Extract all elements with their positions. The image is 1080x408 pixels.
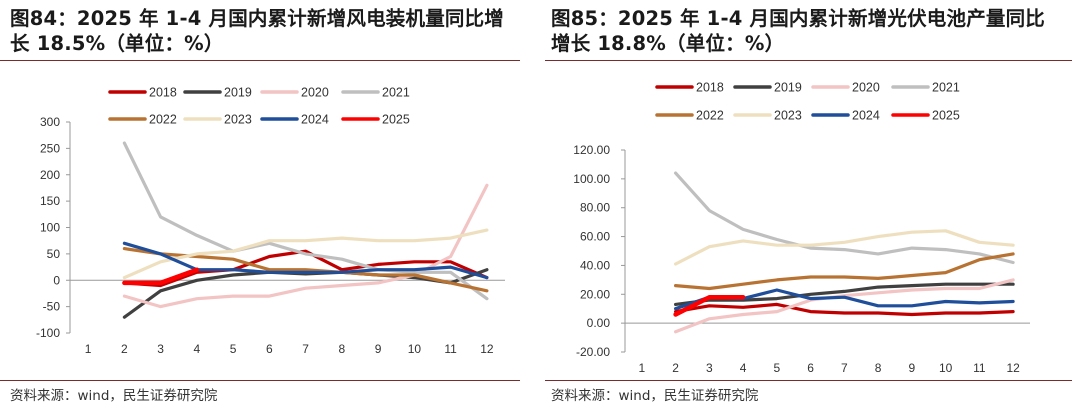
top-rule [0,60,520,61]
bottom-rule [545,380,1072,381]
y-tick-label: -20.00 [576,345,610,359]
source-note: 资料来源：wind，民生证券研究院 [10,388,218,404]
y-tick-label: 100 [40,221,60,235]
x-tick-label: 8 [875,361,882,372]
legend-label-2024: 2024 [301,113,329,127]
x-tick-label: 12 [480,342,494,356]
series-line-2025 [673,294,746,317]
legend-label-2021: 2021 [932,81,960,95]
legend-label-2025: 2025 [382,113,410,127]
series-line-2020 [122,183,489,309]
y-tick-label: 250 [40,141,60,155]
x-tick-label: 10 [939,361,953,372]
y-tick-label: 80.00 [580,201,610,215]
series-line-2025 [122,267,200,286]
y-tick-label: -50 [43,300,61,314]
x-tick-label: 12 [1006,361,1020,372]
series-line-2023 [674,229,1015,266]
y-tick-label: 120.00 [573,143,610,157]
y-tick-label: 150 [40,194,60,208]
y-tick-label: 100.00 [573,172,610,186]
x-tick-label: 5 [774,361,781,372]
series-line-2024 [122,241,489,280]
series-line-2019 [674,282,1015,306]
series-line-2021 [122,141,489,301]
x-tick-label: 9 [375,342,382,356]
legend-label-2023: 2023 [774,109,802,123]
solar-cell-output-line-chart: -20.00 0.00 20.00 40.00 60.00 80.00 100.00 120.… [573,81,1030,372]
legend-label-2020: 2020 [852,81,880,95]
top-rule [545,60,1072,61]
x-tick-label: 1 [639,361,646,372]
series-line-2018 [122,249,489,288]
x-tick-label: 3 [706,361,713,372]
x-tick-label: 2 [672,361,679,372]
y-tick-label: 20.00 [580,287,610,301]
y-tick-label: 60.00 [580,230,610,244]
panel-solar-cell: 图85：2025 年 1-4 月国内累计新增光伏电池产量同比增长 18.8%（单… [545,0,1080,408]
y-tick-label: -100 [36,326,60,340]
x-tick-label: 1 [85,342,92,356]
x-tick-label: 11 [444,342,457,356]
y-tick-label: 200 [40,168,60,182]
source-note: 资料来源：wind，民生证券研究院 [551,388,759,404]
legend-label-2025: 2025 [932,109,960,123]
series-line-2021 [674,171,1015,265]
x-tick-label: 8 [339,342,346,356]
legend-label-2022: 2022 [149,113,177,127]
x-tick-label: 6 [807,361,814,372]
legend-label-2019: 2019 [774,81,802,95]
x-tick-label: 5 [230,342,237,356]
y-tick-label: 0.00 [587,316,611,330]
x-tick-label: 7 [841,361,848,372]
legend-label-2023: 2023 [224,113,252,127]
y-tick-label: 300 [40,115,60,129]
legend-label-2018: 2018 [149,86,177,100]
x-tick-label: 11 [973,361,986,372]
chart-title: 图85：2025 年 1-4 月国内累计新增光伏电池产量同比增长 18.8%（单… [551,7,1046,55]
series-line-2022 [674,252,1015,291]
bottom-rule [0,380,520,381]
y-tick-label: 0 [53,273,60,287]
x-tick-label: 4 [740,361,747,372]
x-tick-label: 2 [121,342,128,356]
legend-label-2019: 2019 [224,86,252,100]
x-tick-label: 3 [157,342,164,356]
legend-label-2020: 2020 [301,86,329,100]
legend-label-2018: 2018 [696,81,724,95]
legend-label-2024: 2024 [852,109,880,123]
legend-label-2022: 2022 [696,109,724,123]
y-tick-label: 40.00 [580,258,610,272]
x-tick-label: 7 [302,342,309,356]
y-tick-label: 50 [47,247,61,261]
series-line-2018 [674,302,1015,317]
x-tick-label: 10 [408,342,422,356]
x-tick-label: 4 [194,342,201,356]
legend-label-2021: 2021 [382,86,410,100]
x-tick-label: 6 [266,342,273,356]
x-tick-label: 9 [909,361,916,372]
series-line-2023 [122,228,489,280]
chart-title: 图84：2025 年 1-4 月国内累计新增风电装机量同比增长 18.5%（单位… [10,7,505,55]
panel-wind-power: 图84：2025 年 1-4 月国内累计新增风电装机量同比增长 18.5%（单位… [0,0,528,408]
